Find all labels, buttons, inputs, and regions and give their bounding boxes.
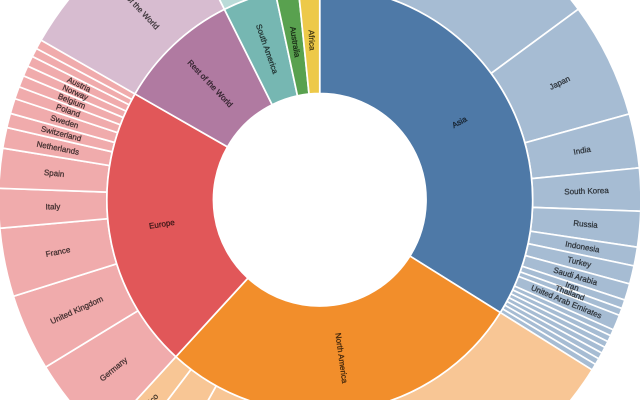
svg-text:Russia: Russia [573, 219, 599, 230]
svg-text:South Korea: South Korea [564, 186, 609, 196]
svg-text:Spain: Spain [44, 168, 65, 179]
svg-text:Europe: Europe [148, 218, 175, 231]
svg-text:Africa: Africa [307, 30, 317, 51]
svg-text:Italy: Italy [45, 202, 60, 211]
svg-text:Iran: Iran [564, 280, 580, 293]
svg-text:India: India [573, 145, 592, 157]
